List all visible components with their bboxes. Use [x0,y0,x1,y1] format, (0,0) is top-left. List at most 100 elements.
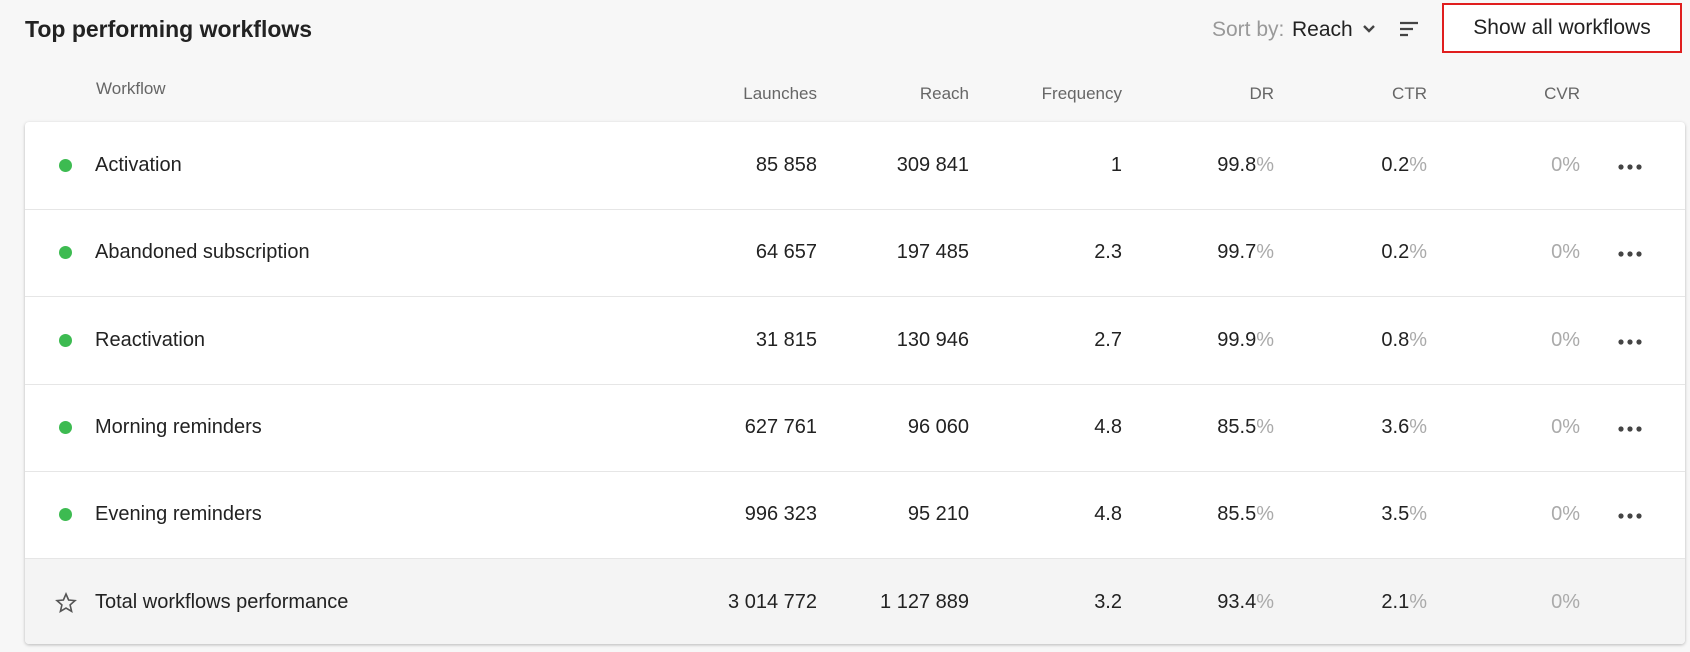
cell-value: 3.6 [1381,415,1410,438]
cell: 0.2% [1381,209,1427,296]
cell: 2.7 [1094,328,1122,351]
cell: 3.6% [1381,384,1427,471]
cell: 31 815 [755,328,817,351]
cell: 0% [1551,384,1580,471]
table-row[interactable]: Reactivation 31 815 130 946 2.7 99.9% 0.8% 0% [25,297,1685,385]
workflow-name: Evening reminders [95,503,262,526]
status-dot [59,159,72,172]
cell-unit: % [1256,328,1274,351]
cell: 1 [1110,154,1122,176]
sort-value[interactable]: Reach [1292,18,1353,41]
cell-value: 99.7 [1217,241,1257,264]
cell-value: 0.8 [1381,328,1410,351]
cell-unit: % [1562,415,1580,438]
chevron[interactable] [1362,24,1376,34]
more-menu[interactable] [1618,513,1642,519]
cell-unit: % [1256,590,1274,613]
cell: 4.8 [1094,503,1122,526]
column-header: CTR [1392,84,1427,103]
cell: 130 946 [896,328,969,351]
cell-unit: % [1562,241,1580,264]
cell-value: 93.4 [1217,590,1257,613]
cell-unit: % [1562,590,1580,613]
cell: 309 841 [896,154,969,176]
sort-icon[interactable] [1399,21,1419,37]
workflow-name: Total workflows performance [95,590,349,613]
table-row[interactable]: Abandoned subscription 64 657 197 485 2.3 99… [25,209,1685,298]
status-dot [59,420,72,434]
workflow-name: Morning reminders [95,415,262,438]
cell: 99.8% [1217,122,1274,209]
table: Activation 85 858 309 841 1 99.8% 0.2% 0% Aband… [25,122,1685,644]
cell: 85.5% [1217,384,1274,471]
table-row[interactable]: Activation 85 858 309 841 1 99.8% 0.2% 0% [25,122,1685,210]
table-row[interactable]: Morning reminders 627 761 96 060 4.8 85.5% 3.… [25,384,1685,472]
column-header: DR [1249,84,1274,103]
cell: 96 060 [907,415,969,438]
cell-value: 0 [1551,415,1563,438]
cell: 95 210 [907,503,969,526]
cell: 85 858 [755,154,817,176]
cell: 0% [1551,559,1580,645]
column-header: Workflow [96,79,166,98]
more-menu[interactable] [1618,251,1642,257]
cell-value: 0 [1551,503,1563,526]
table-row[interactable]: Evening reminders 996 323 95 210 4.8 85.5% 3.… [25,471,1685,560]
column-header: Frequency [1041,84,1122,103]
cell: 627 761 [744,415,817,438]
cell-unit: % [1409,415,1427,438]
cell: 0.8% [1381,297,1427,384]
cell: 1 127 889 [880,590,969,613]
cell-value: 0.2 [1381,154,1410,176]
more-menu[interactable] [1618,164,1642,170]
cell-unit: % [1409,590,1427,613]
cell: 0% [1551,471,1580,558]
show-all-button[interactable]: Show all workflows [1442,3,1682,53]
cell-unit: % [1562,328,1580,351]
cell-value: 85.5 [1217,415,1257,438]
more-menu[interactable] [1618,338,1642,345]
cell-unit: % [1409,241,1427,264]
cell-value: 99.9 [1217,328,1257,351]
status-dot [59,333,72,347]
title: Top performing workflows [25,16,313,42]
cell: 0% [1551,297,1580,384]
cell-value: 0 [1551,590,1563,613]
cell-unit: % [1256,503,1274,526]
workflow-name: Activation [95,154,182,176]
cell: 996 323 [744,503,817,526]
cell-value: 0 [1551,328,1563,351]
cell: 0.2% [1381,122,1427,209]
column-header: Launches [743,84,817,103]
cell-unit: % [1409,328,1427,351]
cell-unit: % [1409,154,1427,176]
status-dot [59,508,72,522]
cell: 99.7% [1217,209,1274,296]
cell: 85.5% [1217,471,1274,558]
star-icon [55,591,77,613]
cell: 3.2 [1094,590,1122,613]
cell: 99.9% [1217,297,1274,384]
cell-value: 85.5 [1217,503,1257,526]
cell-value: 3.5 [1381,503,1410,526]
cell-unit: % [1409,503,1427,526]
status-dot [59,246,72,260]
cell: 3 014 772 [728,590,817,613]
cell-unit: % [1256,154,1274,176]
cell: 2.1% [1381,559,1427,645]
workflow-name: Abandoned subscription [95,241,310,264]
cell: 2.3 [1094,241,1122,264]
cell: 0% [1551,209,1580,296]
cell-value: 0 [1551,241,1563,264]
cell-value: 0.2 [1381,241,1410,264]
sort-label: Sort by: [1212,18,1285,41]
more-menu[interactable] [1618,426,1642,432]
cell: 3.5% [1381,471,1427,558]
cell-value: 99.8 [1217,154,1257,176]
cell-value: 0 [1551,154,1563,176]
cell: 0% [1551,122,1580,209]
cell: 197 485 [896,241,969,264]
column-header: CVR [1544,84,1580,103]
cell-unit: % [1256,415,1274,438]
cell-unit: % [1562,154,1580,176]
